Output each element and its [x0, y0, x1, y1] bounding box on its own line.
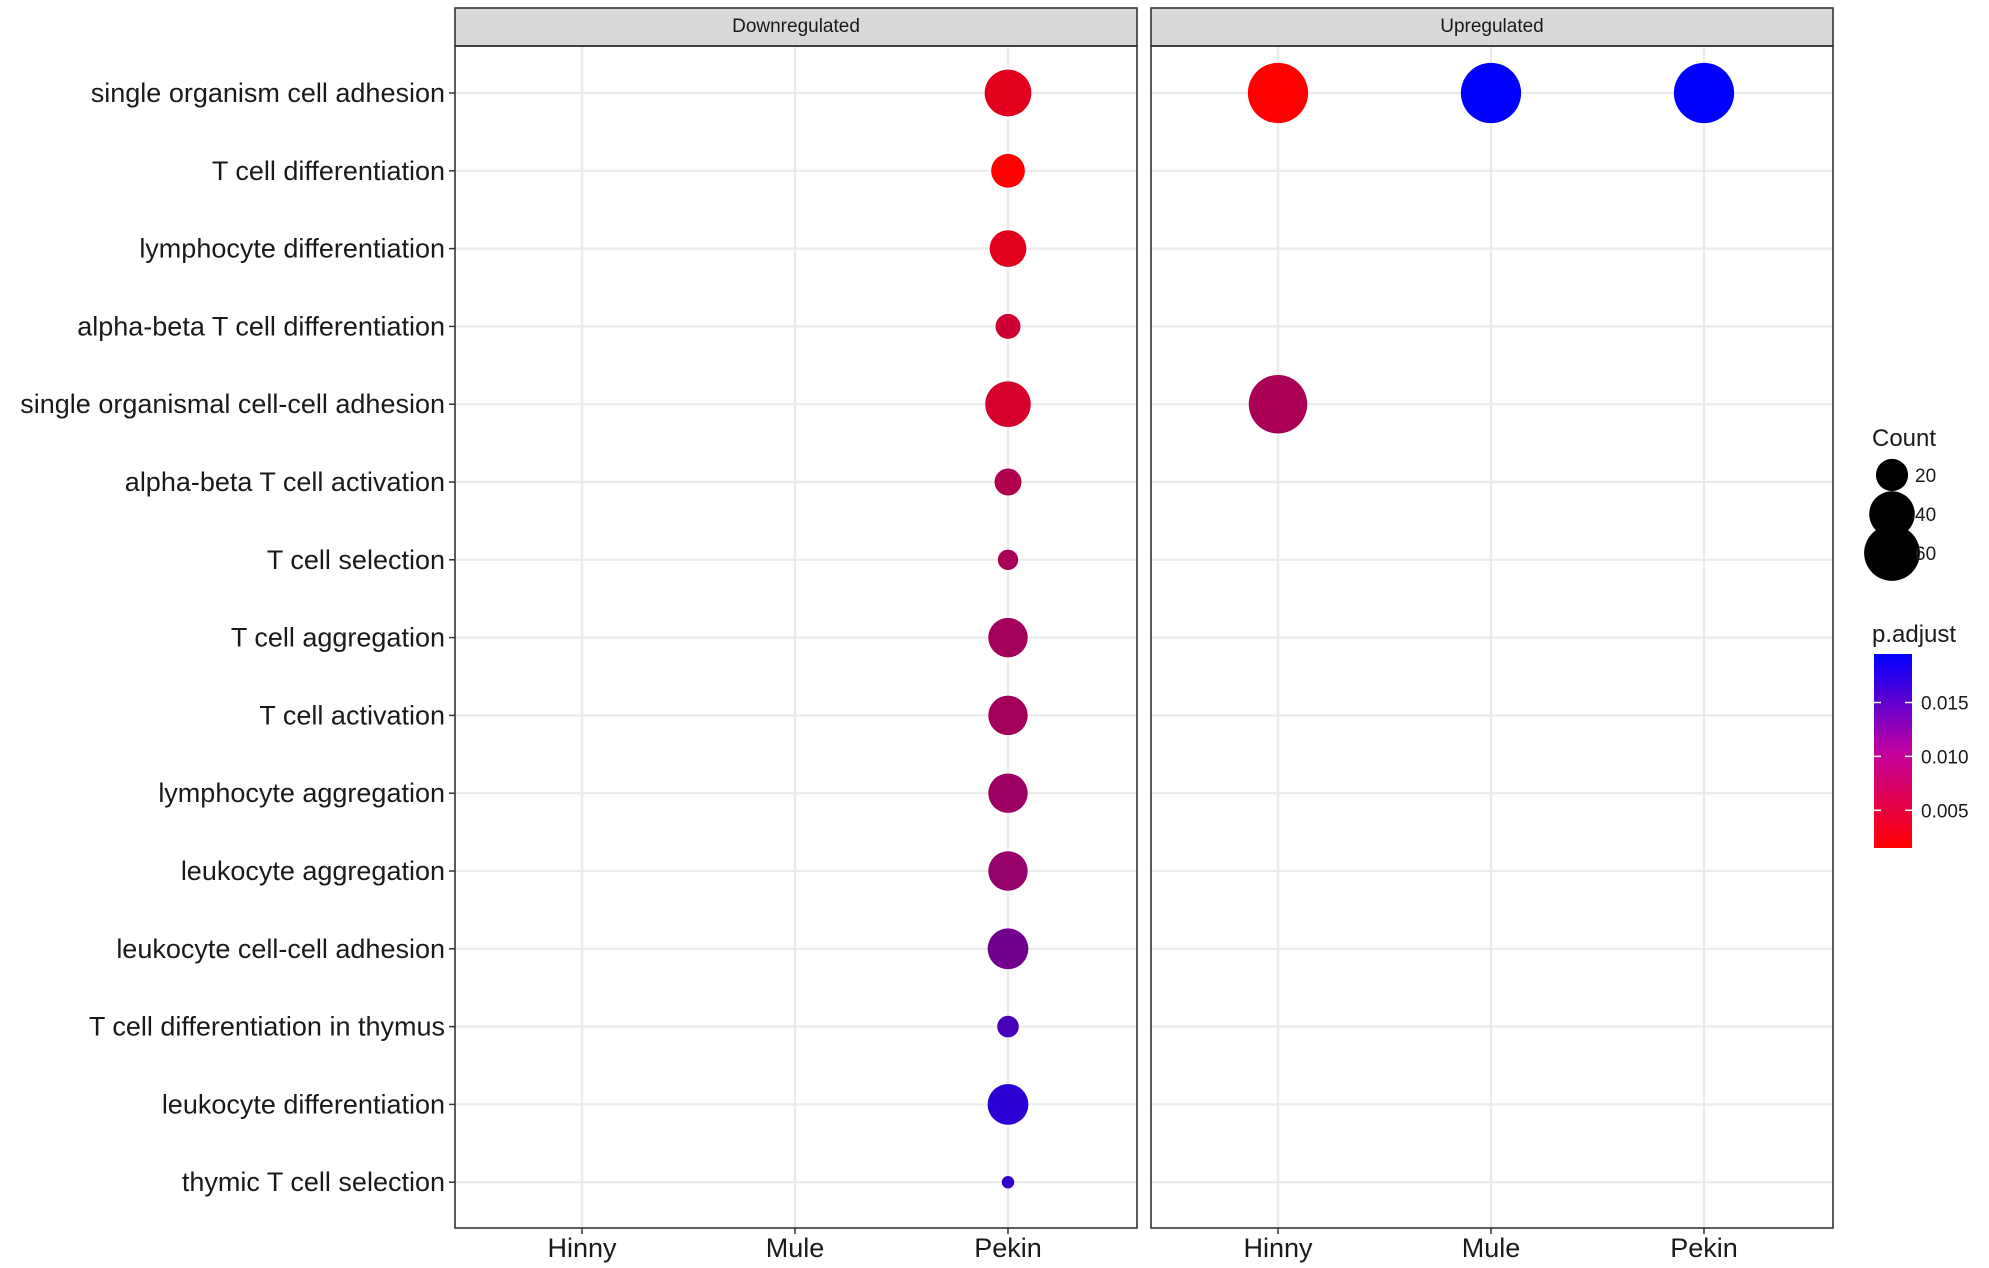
- data-point: [989, 230, 1027, 267]
- y-tick-label: T cell differentiation: [212, 156, 445, 186]
- legend-count-key: [1869, 491, 1915, 537]
- x-tick-label-mule: Mule: [1462, 1233, 1521, 1263]
- y-tick-label: T cell selection: [267, 545, 445, 575]
- data-point: [994, 468, 1022, 496]
- data-point: [987, 1084, 1029, 1125]
- legend-padjust-label: 0.015: [1921, 694, 1969, 715]
- x-tick-label-pekin: Pekin: [1670, 1233, 1738, 1263]
- data-point: [1248, 374, 1308, 434]
- data-point: [984, 69, 1032, 117]
- facet-strip-upregulated: [1150, 7, 1834, 47]
- legend-padjust-label: 0.005: [1921, 801, 1969, 822]
- legend-padjust-title: p.adjust: [1872, 621, 1956, 648]
- data-point: [1673, 62, 1735, 124]
- legend-count-label: 40: [1915, 505, 1936, 526]
- data-point: [988, 773, 1028, 813]
- data-point: [985, 381, 1031, 427]
- panel-border-upregulated: [1150, 45, 1834, 1229]
- data-point: [988, 695, 1028, 736]
- y-tick-label: T cell activation: [259, 700, 445, 730]
- legend-padjust-label: 0.010: [1921, 747, 1969, 768]
- data-point: [997, 1015, 1019, 1038]
- y-tick-label: single organism cell adhesion: [91, 78, 445, 108]
- data-point: [1460, 62, 1522, 124]
- x-tick-label-pekin: Pekin: [974, 1233, 1042, 1263]
- data-point: [1247, 62, 1309, 124]
- data-point: [988, 617, 1028, 658]
- facet-label-downregulated: Downregulated: [732, 16, 860, 37]
- y-tick-label: leukocyte differentiation: [162, 1089, 445, 1119]
- y-tick-label: leukocyte cell-cell adhesion: [116, 934, 445, 964]
- y-tick-label: T cell differentiation in thymus: [89, 1012, 445, 1042]
- legend-count-key: [1875, 458, 1909, 492]
- legend-count-key: [1864, 525, 1920, 581]
- legend-count-title: Count: [1872, 425, 1936, 452]
- y-tick-label: thymic T cell selection: [182, 1167, 445, 1197]
- y-tick-label: alpha-beta T cell differentiation: [77, 311, 445, 341]
- data-point: [1001, 1175, 1015, 1189]
- data-point: [987, 928, 1029, 970]
- facet-strip-downregulated: [454, 7, 1138, 47]
- legend-count-label: 20: [1915, 466, 1936, 487]
- y-tick-label: alpha-beta T cell activation: [125, 467, 445, 497]
- legend-padjust-colorbar: [1874, 654, 1912, 848]
- data-point: [988, 851, 1028, 891]
- legend-count-label: 60: [1915, 544, 1936, 565]
- data-point: [997, 549, 1019, 570]
- data-point: [991, 153, 1025, 188]
- x-tick-label-hinny: Hinny: [1243, 1233, 1313, 1263]
- y-tick-label: leukocyte aggregation: [181, 856, 445, 886]
- x-tick-label-mule: Mule: [766, 1233, 825, 1263]
- data-point: [995, 313, 1021, 339]
- panel-border-downregulated: [454, 45, 1138, 1229]
- y-tick-label: lymphocyte differentiation: [139, 234, 445, 264]
- y-tick-label: T cell aggregation: [231, 623, 445, 653]
- facet-label-upregulated: Upregulated: [1440, 16, 1544, 37]
- y-tick-label: lymphocyte aggregation: [158, 778, 445, 808]
- y-tick-label: single organismal cell-cell adhesion: [20, 389, 445, 419]
- x-tick-label-hinny: Hinny: [547, 1233, 617, 1263]
